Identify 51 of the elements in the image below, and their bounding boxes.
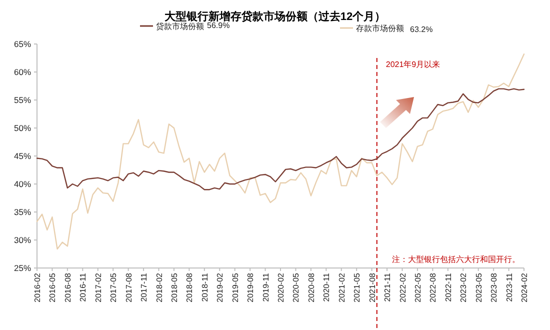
x-tick-label: 2018-05 bbox=[170, 272, 179, 302]
x-tick-label: 2020-11 bbox=[322, 272, 332, 302]
x-tick-label: 2023-05 bbox=[474, 272, 484, 302]
x-tick-label: 2020-05 bbox=[292, 272, 301, 302]
x-tick-label: 2018-08 bbox=[185, 272, 194, 302]
x-tick-label: 2022-11 bbox=[444, 272, 453, 302]
x-tick-label: 2022-05 bbox=[413, 272, 422, 302]
x-tick-label: 2019-02 bbox=[216, 272, 225, 302]
x-tick-label: 2022-08 bbox=[428, 272, 438, 302]
y-tick-label: 40% bbox=[14, 179, 32, 189]
y-tick-label: 55% bbox=[14, 95, 32, 105]
x-tick-label: 2021-11 bbox=[383, 272, 392, 302]
x-tick-label: 2023-11 bbox=[504, 272, 514, 302]
y-tick-label: 35% bbox=[14, 207, 32, 217]
y-tick-label: 60% bbox=[14, 67, 32, 77]
x-tick-label: 2023-02 bbox=[459, 272, 468, 302]
x-tick-label: 2017-05 bbox=[109, 272, 118, 302]
y-tick-label: 45% bbox=[14, 151, 32, 161]
x-tick-label: 2016-11 bbox=[78, 272, 88, 302]
line-series bbox=[36, 88, 525, 190]
y-tick-label: 25% bbox=[14, 263, 32, 273]
line-series bbox=[36, 53, 525, 250]
x-tick-label: 2019-11 bbox=[261, 272, 270, 302]
x-tick-label: 2018-02 bbox=[154, 272, 164, 302]
x-tick-label: 2024-02 bbox=[520, 272, 529, 302]
y-tick-label: 30% bbox=[14, 235, 32, 245]
legend-label: 存款市场份额 bbox=[356, 24, 404, 33]
ref-line-label: 2021年9月以来 bbox=[386, 60, 440, 69]
text: 63.2% bbox=[410, 25, 433, 34]
x-tick-label: 2017-11 bbox=[140, 272, 149, 302]
x-tick-label: 2016-08 bbox=[63, 272, 72, 302]
x-tick-label: 2019-08 bbox=[246, 272, 256, 302]
x-tick-label: 2017-02 bbox=[94, 272, 103, 302]
x-tick-label: 2021-02 bbox=[337, 272, 346, 302]
x-tick-label: 2021-05 bbox=[352, 272, 362, 302]
x-tick-label: 2017-08 bbox=[124, 272, 134, 302]
annotation: 注：大型银行包括六大行和国开行。 bbox=[392, 255, 520, 264]
legend-label: 贷款市场份额 bbox=[156, 22, 204, 31]
x-tick-label: 2018-11 bbox=[200, 272, 210, 302]
x-tick-label: 2016-05 bbox=[48, 272, 58, 302]
x-tick-label: 2023-08 bbox=[490, 272, 499, 302]
x-tick-label: 2022-02 bbox=[398, 272, 408, 302]
y-tick-label: 50% bbox=[14, 123, 32, 133]
x-tick-label: 2020-02 bbox=[276, 272, 286, 302]
chart-title: 大型银行新增存贷款市场份额（过去12个月） bbox=[164, 10, 386, 23]
text: 56.9% bbox=[207, 21, 230, 30]
x-tick-label: 2021-08 bbox=[368, 272, 377, 302]
y-tick-label: 65% bbox=[14, 39, 32, 49]
x-tick-label: 2020-08 bbox=[306, 272, 316, 302]
x-tick-label: 2016-02 bbox=[33, 272, 42, 302]
x-tick-label: 2019-05 bbox=[230, 272, 240, 302]
